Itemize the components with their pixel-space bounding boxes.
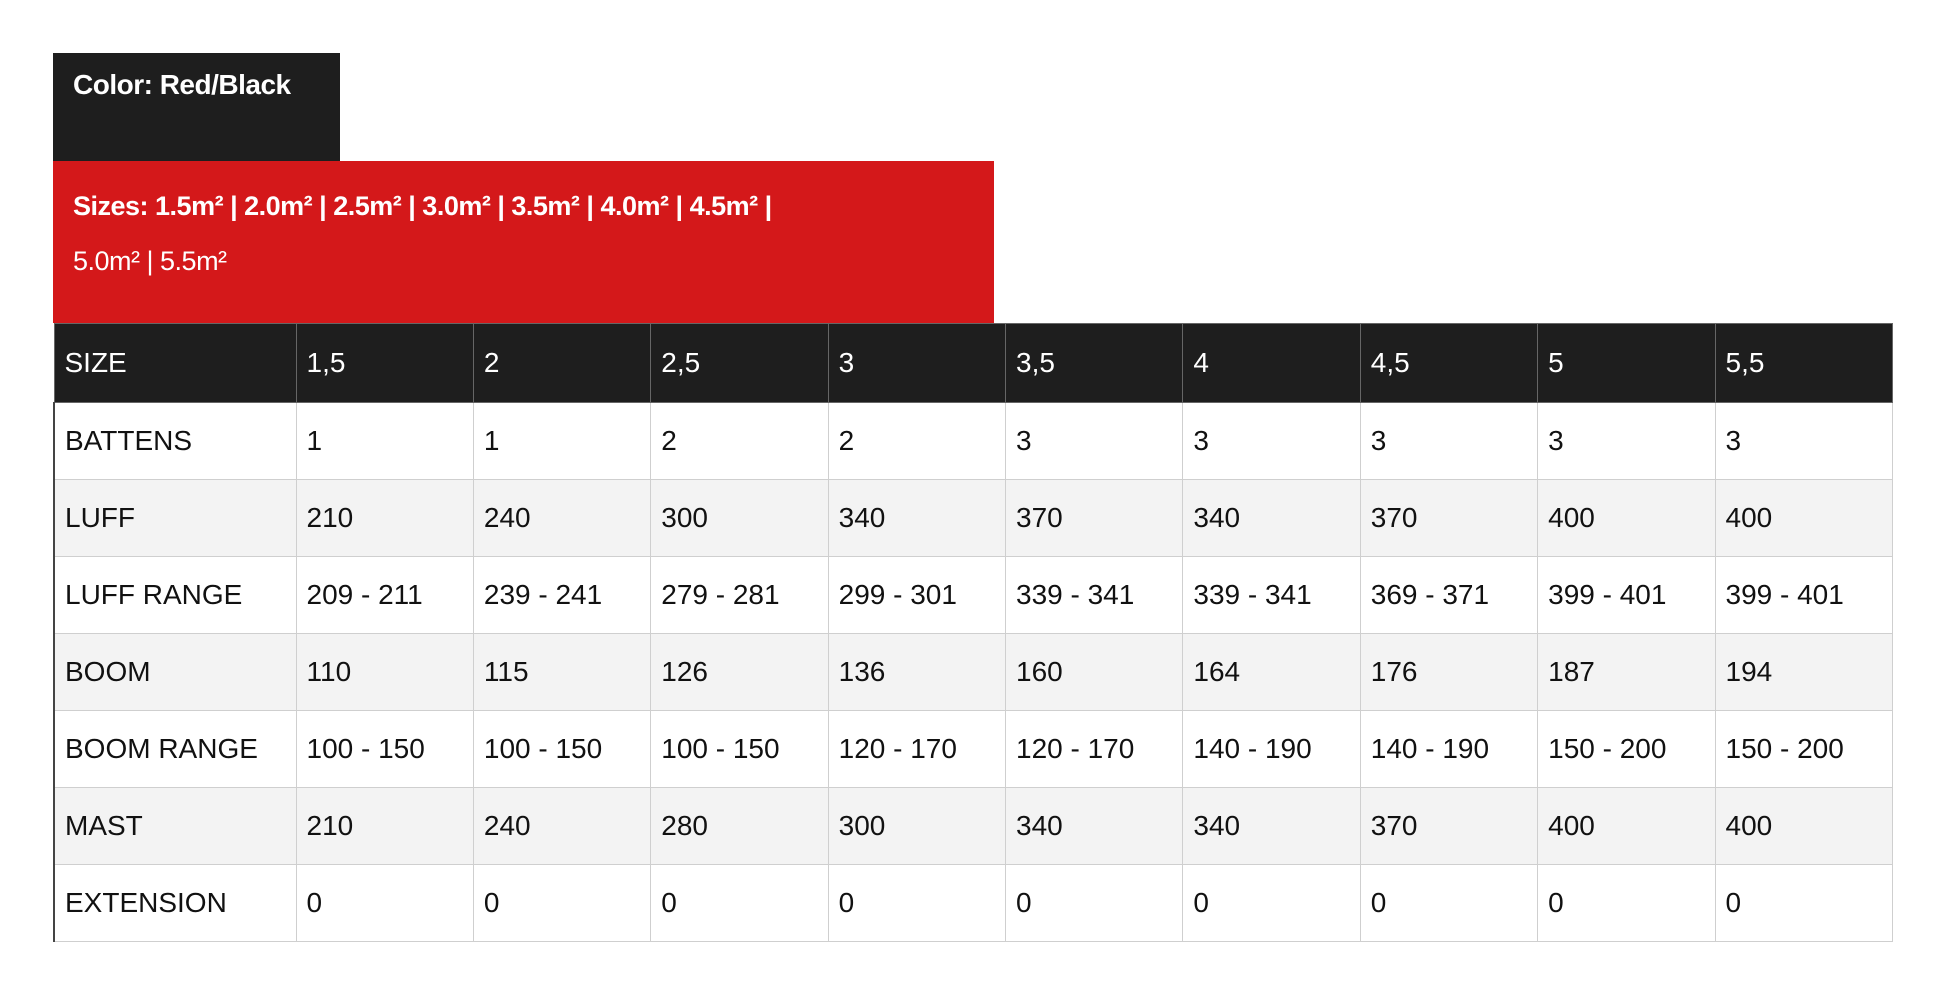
table-cell: 369 - 371 bbox=[1359, 556, 1539, 634]
table-cell: 399 - 401 bbox=[1714, 556, 1893, 634]
table-cell: 140 - 190 bbox=[1182, 710, 1361, 788]
table-cell: 240 bbox=[472, 787, 652, 865]
row-label: EXTENSION bbox=[53, 864, 297, 942]
table-cell: 340 bbox=[1182, 787, 1361, 865]
table-cell: 0 bbox=[1359, 864, 1539, 942]
table-cell: 210 bbox=[295, 787, 474, 865]
table-cell: 150 - 200 bbox=[1714, 710, 1893, 788]
sizes-line-bold: Sizes: 1.5m² | 2.0m² | 2.5m² | 3.0m² | 3… bbox=[73, 191, 772, 221]
table-cell: 209 - 211 bbox=[295, 556, 474, 634]
table-row: EXTENSION 0 0 0 0 0 0 0 0 0 bbox=[53, 864, 1893, 942]
header-cell: 4,5 bbox=[1359, 323, 1539, 403]
table-cell: 150 - 200 bbox=[1537, 710, 1716, 788]
header-cell: 3,5 bbox=[1004, 323, 1184, 403]
header-cell: 3 bbox=[827, 323, 1007, 403]
table-cell: 400 bbox=[1714, 787, 1893, 865]
table-header-row: SIZE 1,5 2 2,5 3 3,5 4 4,5 5 5,5 bbox=[53, 323, 1893, 403]
table-cell: 0 bbox=[295, 864, 474, 942]
header-cell: SIZE bbox=[53, 323, 297, 403]
table-cell: 100 - 150 bbox=[650, 710, 829, 788]
size-chart-table: SIZE 1,5 2 2,5 3 3,5 4 4,5 5 5,5 BATTENS 1 1 2 2 3 3 3 3 3… bbox=[53, 323, 1893, 942]
table-cell: 339 - 341 bbox=[1182, 556, 1361, 634]
row-label: BOOM bbox=[53, 633, 297, 711]
table-cell: 370 bbox=[1359, 787, 1539, 865]
header-cell: 2,5 bbox=[650, 323, 829, 403]
table-cell: 100 - 150 bbox=[295, 710, 474, 788]
table-cell: 0 bbox=[650, 864, 829, 942]
table-cell: 299 - 301 bbox=[827, 556, 1007, 634]
row-label: MAST bbox=[53, 787, 297, 865]
table-row: BOOM 110 115 126 136 160 164 176 187 194 bbox=[53, 633, 1893, 711]
table-cell: 1 bbox=[472, 402, 652, 480]
row-label: BATTENS bbox=[53, 402, 297, 480]
row-label: LUFF RANGE bbox=[53, 556, 297, 634]
row-label: BOOM RANGE bbox=[53, 710, 297, 788]
table-cell: 399 - 401 bbox=[1537, 556, 1716, 634]
table-cell: 3 bbox=[1004, 402, 1184, 480]
row-label: LUFF bbox=[53, 479, 297, 557]
table-cell: 120 - 170 bbox=[827, 710, 1007, 788]
table-cell: 160 bbox=[1004, 633, 1184, 711]
table-cell: 126 bbox=[650, 633, 829, 711]
table-cell: 115 bbox=[472, 633, 652, 711]
table-cell: 140 - 190 bbox=[1359, 710, 1539, 788]
table-cell: 210 bbox=[295, 479, 474, 557]
table-cell: 164 bbox=[1182, 633, 1361, 711]
sizes-line-normal: 5.0m² | 5.5m² bbox=[73, 246, 227, 276]
table-cell: 279 - 281 bbox=[650, 556, 829, 634]
header-cell: 5,5 bbox=[1714, 323, 1893, 403]
sizes-box: Sizes: 1.5m² | 2.0m² | 2.5m² | 3.0m² | 3… bbox=[53, 161, 994, 323]
table-cell: 136 bbox=[827, 633, 1007, 711]
table-cell: 370 bbox=[1004, 479, 1184, 557]
header-cell: 4 bbox=[1182, 323, 1361, 403]
table-cell: 100 - 150 bbox=[472, 710, 652, 788]
table-cell: 340 bbox=[1182, 479, 1361, 557]
color-label-box: Color: Red/Black bbox=[53, 53, 340, 161]
table-cell: 2 bbox=[827, 402, 1007, 480]
table-cell: 339 - 341 bbox=[1004, 556, 1184, 634]
color-label: Color: Red/Black bbox=[73, 69, 291, 100]
header-cell: 1,5 bbox=[295, 323, 474, 403]
table-cell: 187 bbox=[1537, 633, 1716, 711]
table-cell: 300 bbox=[650, 479, 829, 557]
table-cell: 340 bbox=[1004, 787, 1184, 865]
table-cell: 400 bbox=[1714, 479, 1893, 557]
table-cell: 120 - 170 bbox=[1004, 710, 1184, 788]
table-cell: 300 bbox=[827, 787, 1007, 865]
table-cell: 0 bbox=[1714, 864, 1893, 942]
header-cell: 2 bbox=[472, 323, 652, 403]
table-row: LUFF 210 240 300 340 370 340 370 400 400 bbox=[53, 479, 1893, 557]
table-row: BOOM RANGE 100 - 150 100 - 150 100 - 150 120… bbox=[53, 710, 1893, 788]
header-cell: 5 bbox=[1537, 323, 1716, 403]
table-cell: 1 bbox=[295, 402, 474, 480]
table-row: LUFF RANGE 209 - 211 239 - 241 279 - 281 299… bbox=[53, 556, 1893, 634]
table-cell: 370 bbox=[1359, 479, 1539, 557]
table-cell: 400 bbox=[1537, 479, 1716, 557]
table-cell: 0 bbox=[827, 864, 1007, 942]
table-cell: 400 bbox=[1537, 787, 1716, 865]
table-cell: 194 bbox=[1714, 633, 1893, 711]
table-cell: 3 bbox=[1537, 402, 1716, 480]
table-cell: 3 bbox=[1359, 402, 1539, 480]
table-cell: 3 bbox=[1714, 402, 1893, 480]
table-row: BATTENS 1 1 2 2 3 3 3 3 3 bbox=[53, 402, 1893, 480]
table-cell: 340 bbox=[827, 479, 1007, 557]
table-cell: 2 bbox=[650, 402, 829, 480]
table-cell: 0 bbox=[472, 864, 652, 942]
table-cell: 176 bbox=[1359, 633, 1539, 711]
table-cell: 280 bbox=[650, 787, 829, 865]
table-row: MAST 210 240 280 300 340 340 370 400 400 bbox=[53, 787, 1893, 865]
table-cell: 0 bbox=[1182, 864, 1361, 942]
table-cell: 240 bbox=[472, 479, 652, 557]
table-cell: 0 bbox=[1537, 864, 1716, 942]
table-cell: 110 bbox=[295, 633, 474, 711]
table-cell: 239 - 241 bbox=[472, 556, 652, 634]
table-cell: 3 bbox=[1182, 402, 1361, 480]
table-cell: 0 bbox=[1004, 864, 1184, 942]
